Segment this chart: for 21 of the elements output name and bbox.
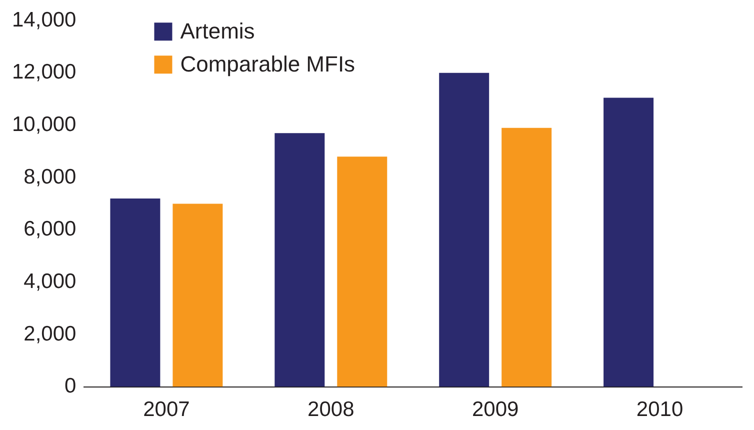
y-tick-label: 10,000 xyxy=(12,113,76,136)
legend-label: Artemis xyxy=(180,18,255,44)
legend-label: Comparable MFIs xyxy=(180,52,356,77)
bar xyxy=(274,133,325,387)
x-tick-label: 2007 xyxy=(143,398,190,422)
x-tick-label: 2009 xyxy=(472,398,519,422)
y-tick-label: 0 xyxy=(64,374,76,398)
x-tick-label: 2008 xyxy=(308,398,354,422)
y-tick-label: 12,000 xyxy=(12,60,76,84)
bar xyxy=(439,72,490,387)
y-tick-label: 2,000 xyxy=(24,322,76,346)
bar xyxy=(172,204,223,387)
bar xyxy=(502,128,552,387)
y-tick-label: 4,000 xyxy=(24,270,76,293)
y-tick-label: 6,000 xyxy=(24,218,76,241)
y-tick-label: 8,000 xyxy=(24,165,76,188)
bar xyxy=(337,156,388,387)
bar xyxy=(604,98,654,387)
x-tick-label: 2010 xyxy=(636,398,684,422)
bar xyxy=(110,198,160,387)
y-tick-label: 14,000 xyxy=(12,8,76,32)
